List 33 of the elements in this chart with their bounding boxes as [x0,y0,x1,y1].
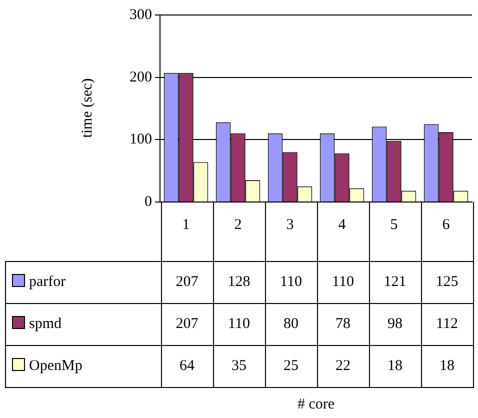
data-label: 128 [213,262,265,304]
data-label: 25 [265,346,317,388]
y-tick-label: 0 [144,194,152,210]
data-label: 207 [161,262,213,304]
x-tick-label: 5 [390,216,398,233]
x-tick-label: 6 [442,216,450,233]
text: # core [297,396,335,414]
data-label: 18 [421,346,473,388]
x-tick-label: 2 [234,216,242,233]
data-label: 207 [161,304,213,346]
data-label: 110 [265,262,317,304]
legend-label: OpenMp [29,358,82,374]
y-tick-label: 300 [130,6,152,23]
data-label: 125 [421,262,473,304]
legend-label: parfor [29,274,66,290]
data-label: 98 [369,304,421,346]
data-label: 35 [213,346,265,388]
legend-label: spmd [29,316,62,332]
data-label: 78 [317,304,369,346]
data-label: 110 [317,262,369,304]
data-label: 18 [369,346,421,388]
y-axis-title: time (sec) [80,78,96,138]
y-tick-label: 100 [130,132,152,148]
data-label: 64 [161,346,213,388]
y-tick-label: 200 [130,69,152,86]
data-label: 121 [369,262,421,304]
x-tick-label: 4 [338,216,346,233]
data-label: 80 [265,304,317,346]
data-label: 112 [421,304,473,346]
x-tick-label: 3 [286,216,294,233]
data-label: 110 [213,304,265,346]
x-tick-label: 1 [182,216,190,233]
data-label: 22 [317,346,369,388]
